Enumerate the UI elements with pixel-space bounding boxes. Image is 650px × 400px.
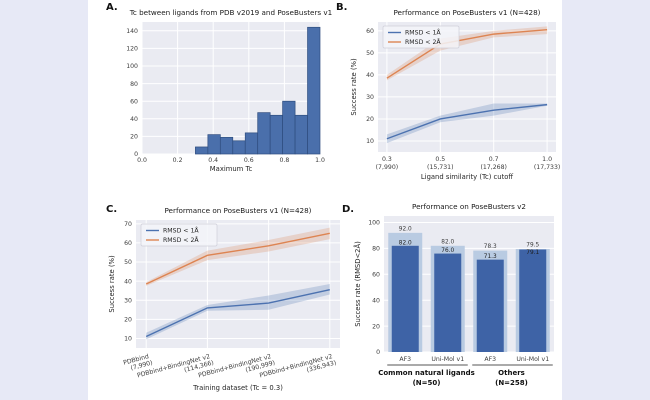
svg-text:40: 40 <box>124 278 132 285</box>
svg-text:20: 20 <box>130 134 138 141</box>
svg-text:Others: Others <box>498 369 525 377</box>
svg-text:80: 80 <box>372 246 380 253</box>
svg-text:Training dataset (Tc = 0.3): Training dataset (Tc = 0.3) <box>192 384 283 392</box>
svg-text:0.2: 0.2 <box>173 157 183 164</box>
svg-text:0: 0 <box>134 151 138 158</box>
svg-text:Common natural ligands: Common natural ligands <box>378 369 475 377</box>
svg-text:60: 60 <box>366 28 374 35</box>
svg-text:0.4: 0.4 <box>208 157 218 164</box>
svg-text:60: 60 <box>124 240 132 247</box>
grouped-bar-chart-posebusters: 0 20 40 60 80 100 Performance on PoseBusters v… <box>353 202 554 387</box>
line-chart-ligand-similarity: 10 20 30 40 50 60 Performance on PoseBusters v… <box>350 8 560 181</box>
svg-text:0.0: 0.0 <box>137 157 147 164</box>
svg-text:10: 10 <box>124 336 132 343</box>
svg-text:RMSD < 1Å: RMSD < 1Å <box>163 226 199 235</box>
svg-text:Uni-Mol v1: Uni-Mol v1 <box>516 356 549 363</box>
panel-label-c: C. <box>106 204 118 215</box>
svg-text:0.7: 0.7 <box>489 156 499 163</box>
svg-text:40: 40 <box>372 297 380 304</box>
svg-text:20: 20 <box>366 116 374 123</box>
svg-text:60: 60 <box>372 271 380 278</box>
svg-text:AF3: AF3 <box>399 356 411 363</box>
svg-text:(17,733): (17,733) <box>534 164 560 171</box>
svg-text:71.3: 71.3 <box>484 254 497 260</box>
svg-text:78.3: 78.3 <box>484 244 497 250</box>
svg-text:50: 50 <box>366 50 374 57</box>
svg-text:RMSD < 2Å: RMSD < 2Å <box>405 37 441 46</box>
svg-text:Success rate (RMSD<2Å): Success rate (RMSD<2Å) <box>353 241 362 327</box>
panel-label-a: A. <box>106 2 118 13</box>
svg-text:(15,731): (15,731) <box>427 164 453 171</box>
svg-text:40: 40 <box>366 72 374 79</box>
svg-text:140: 140 <box>126 28 138 35</box>
svg-text:0.8: 0.8 <box>279 157 289 164</box>
svg-text:Maximum Tc: Maximum Tc <box>210 165 253 173</box>
svg-text:80: 80 <box>130 81 138 88</box>
svg-text:0: 0 <box>376 349 380 356</box>
svg-text:0.3: 0.3 <box>382 156 392 163</box>
svg-text:Tc between ligands from PDB v2: Tc between ligands from PDB v2019 and Po… <box>129 8 333 17</box>
svg-text:82.0: 82.0 <box>441 239 454 245</box>
svg-text:30: 30 <box>366 94 374 101</box>
svg-text:1.0: 1.0 <box>542 156 552 163</box>
svg-text:Uni-Mol v1: Uni-Mol v1 <box>431 356 464 363</box>
svg-text:Success rate (%): Success rate (%) <box>108 255 116 313</box>
svg-text:120: 120 <box>126 46 138 53</box>
svg-text:RMSD < 2Å: RMSD < 2Å <box>163 235 199 244</box>
svg-text:79.5: 79.5 <box>526 243 539 249</box>
svg-text:40: 40 <box>130 116 138 123</box>
svg-text:(7,990): (7,990) <box>376 164 399 171</box>
svg-text:100: 100 <box>368 220 380 227</box>
svg-text:1.0: 1.0 <box>315 157 325 164</box>
svg-text:AF3: AF3 <box>484 356 496 363</box>
svg-text:92.0: 92.0 <box>399 226 412 232</box>
svg-text:(N=50): (N=50) <box>413 379 441 387</box>
svg-text:(17,268): (17,268) <box>480 164 506 171</box>
svg-text:Performance on PoseBusters v1: Performance on PoseBusters v1 (N=428) <box>164 206 311 215</box>
svg-text:Ligand similarity (Tc) cutoff: Ligand similarity (Tc) cutoff <box>421 173 514 181</box>
svg-text:30: 30 <box>124 297 132 304</box>
svg-text:10: 10 <box>366 138 374 145</box>
svg-text:0.5: 0.5 <box>435 156 445 163</box>
svg-text:Performance on PoseBusters v2: Performance on PoseBusters v2 <box>412 202 526 211</box>
svg-text:76.0: 76.0 <box>441 248 454 254</box>
multi-panel-figure: A. B. C. D. 0 20 40 60 80 100 120 140 Tc between… <box>88 0 562 400</box>
line-chart-training-dataset: 10 20 30 40 50 60 70 Performance on PoseBusters… <box>108 206 340 392</box>
svg-text:20: 20 <box>124 317 132 324</box>
svg-text:0.6: 0.6 <box>244 157 254 164</box>
svg-text:70: 70 <box>124 221 132 228</box>
panel-label-d: D. <box>342 204 355 215</box>
svg-text:Success rate (%): Success rate (%) <box>350 58 358 116</box>
histogram-max-tc-chart: 0 20 40 60 80 100 120 140 Tc between ligands fro… <box>126 8 333 173</box>
panel-label-b: B. <box>336 2 348 13</box>
svg-text:82.0: 82.0 <box>399 240 412 246</box>
svg-text:79.1: 79.1 <box>526 250 539 256</box>
svg-text:50: 50 <box>124 259 132 266</box>
svg-text:100: 100 <box>126 63 138 70</box>
svg-text:(N=258): (N=258) <box>495 379 528 387</box>
svg-text:60: 60 <box>130 98 138 105</box>
svg-text:20: 20 <box>372 323 380 330</box>
svg-text:Performance on PoseBusters v1: Performance on PoseBusters v1 (N=428) <box>393 8 540 17</box>
svg-text:RMSD < 1Å: RMSD < 1Å <box>405 28 441 37</box>
